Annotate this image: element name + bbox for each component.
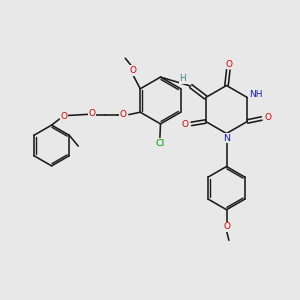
Text: O: O — [225, 60, 232, 69]
Text: O: O — [223, 222, 230, 231]
Text: NH: NH — [250, 90, 263, 99]
Text: O: O — [88, 110, 95, 118]
Text: O: O — [182, 120, 189, 129]
Text: O: O — [264, 113, 271, 122]
Text: N: N — [224, 134, 231, 143]
Text: O: O — [129, 66, 136, 75]
Text: O: O — [120, 110, 127, 119]
Text: H: H — [179, 74, 186, 83]
Text: Cl: Cl — [155, 139, 164, 148]
Text: O: O — [61, 112, 68, 121]
